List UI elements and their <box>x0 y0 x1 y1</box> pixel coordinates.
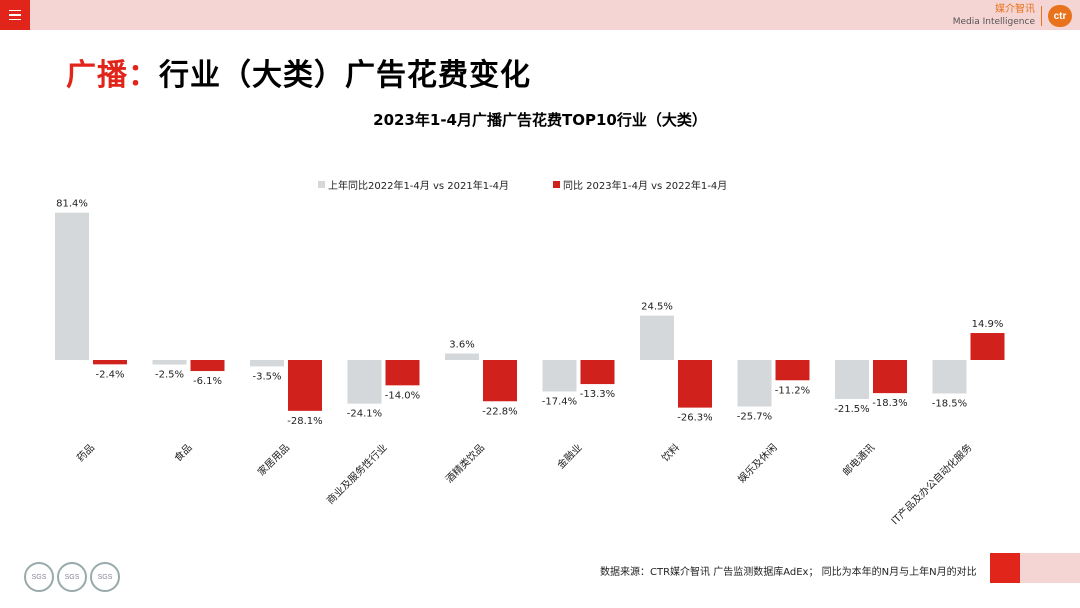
bar <box>250 360 284 367</box>
data-label: -25.7% <box>737 412 772 423</box>
bar <box>93 360 127 365</box>
bar <box>737 360 772 407</box>
bar <box>55 212 89 360</box>
category-label: 家居用品 <box>255 441 292 478</box>
category-label: 饮料 <box>659 441 682 464</box>
category-label: 金融业 <box>554 441 584 471</box>
sgs-seal-icon: SGS <box>24 562 54 592</box>
source-note: 数据来源：CTR媒介智讯 广告监测数据库AdEx； 同比为本年的N月与上年N月的… <box>600 567 977 578</box>
data-label: -28.1% <box>287 416 322 427</box>
data-label: -2.4% <box>95 369 124 380</box>
brand: 媒介智讯 Media Intelligence ctr <box>953 4 1072 28</box>
page-title-text: 行业（大类）广告花费变化 <box>159 58 531 93</box>
bar <box>152 360 187 365</box>
data-label: 81.4% <box>56 199 88 210</box>
category-label: 药品 <box>74 442 97 465</box>
category-label: 酒精类饮品 <box>443 441 488 486</box>
sgs-seal-icon: SGS <box>90 562 120 592</box>
data-label: -18.5% <box>932 398 967 409</box>
data-label: -26.3% <box>677 413 712 424</box>
data-label: -3.5% <box>252 371 281 382</box>
legend-label: 同比 2023年1-4月 vs 2022年1-4月 <box>563 179 727 192</box>
bar <box>932 360 967 394</box>
data-label: -2.5% <box>155 370 184 381</box>
sgs-seal-icon: SGS <box>57 562 87 592</box>
data-label: -17.4% <box>542 396 577 407</box>
certification-seals: SGS SGS SGS <box>24 562 120 592</box>
data-label: 24.5% <box>641 302 673 313</box>
data-label: -11.2% <box>775 385 810 396</box>
bar <box>873 360 907 394</box>
page-title: 广播：行业（大类）广告花费变化 <box>66 50 531 94</box>
menu-icon[interactable] <box>0 0 30 30</box>
bar <box>775 360 810 381</box>
bar <box>288 360 322 411</box>
legend-label: 上年同比2022年1-4月 vs 2021年1-4月 <box>328 179 509 192</box>
category-label: 娱乐及休闲 <box>735 441 780 486</box>
footer-band <box>1020 553 1080 583</box>
category-label: IT产品及办公自动化服务 <box>888 441 974 527</box>
brand-name-en: Media Intelligence <box>952 17 1035 27</box>
bar <box>542 360 577 392</box>
footer-accent-block <box>990 553 1020 583</box>
top-bar <box>0 0 1080 30</box>
data-label: 3.6% <box>449 339 474 350</box>
bar <box>640 315 674 360</box>
data-label: -22.8% <box>482 406 517 417</box>
data-label: 14.9% <box>972 319 1004 330</box>
data-label: -21.5% <box>834 404 869 415</box>
data-label: -14.0% <box>385 390 420 401</box>
data-label: -6.1% <box>193 376 222 387</box>
bar <box>835 360 869 399</box>
bar <box>678 360 712 408</box>
data-label: -18.3% <box>872 398 907 409</box>
bar <box>580 360 615 385</box>
page-title-highlight: 广播： <box>66 58 159 93</box>
bar <box>190 360 225 372</box>
bar <box>385 360 420 386</box>
bar <box>445 353 479 360</box>
data-label: -13.3% <box>580 389 615 400</box>
brand-divider <box>1041 6 1042 26</box>
data-label: -24.1% <box>347 409 382 420</box>
legend-swatch <box>318 181 325 188</box>
bar <box>483 360 517 402</box>
legend-swatch <box>553 181 560 188</box>
ctr-logo-icon: ctr <box>1048 5 1072 27</box>
category-label: 商业及服务性行业 <box>324 441 390 507</box>
chart-title: 2023年1-4月广播广告花费TOP10行业（大类） <box>373 111 707 129</box>
bar <box>347 360 382 404</box>
category-label: 食品 <box>171 441 194 464</box>
bar <box>970 333 1005 360</box>
brand-name-cn: 媒介智讯 <box>995 4 1035 15</box>
category-label: 邮电通讯 <box>840 441 877 478</box>
